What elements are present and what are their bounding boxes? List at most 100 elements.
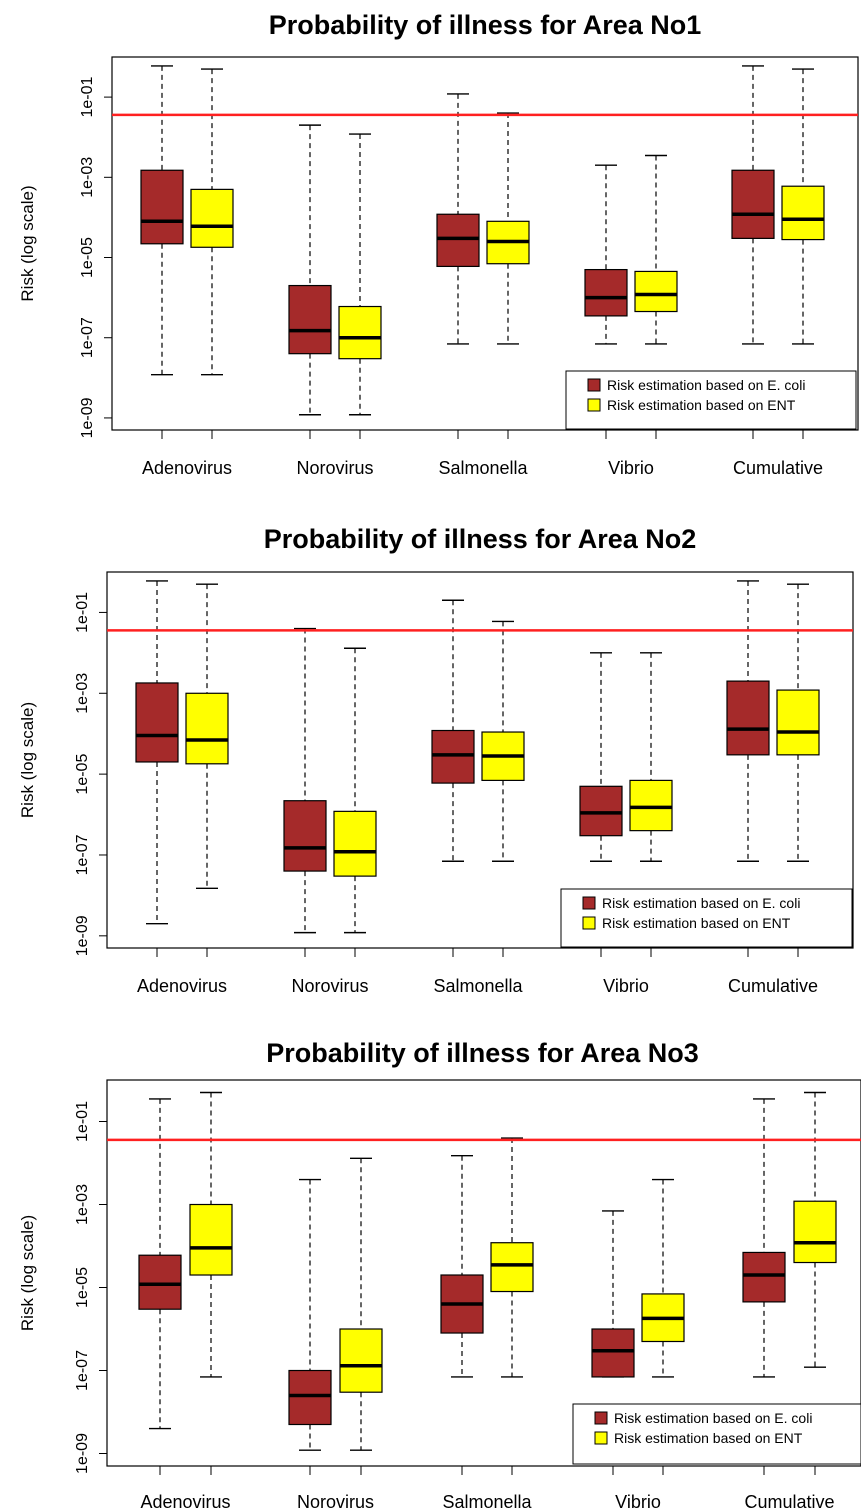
legend-frame [572,1403,861,1465]
box-adenovirus-ent [190,68,234,376]
box-adenovirus-ent [189,1091,233,1378]
iqr-box [333,810,377,877]
iqr-box [490,1242,534,1293]
iqr-box [584,268,628,317]
iqr-box [339,1328,383,1393]
iqr-box [138,1254,182,1310]
x-tick-label: Cumulative [733,458,823,478]
iqr-box [629,779,673,832]
box-norovirus-ecoli [283,627,327,934]
iqr-box [288,1369,332,1426]
iqr-box [431,729,475,784]
y-tick-label: 1e-07 [74,1350,91,1391]
box-vibrio-ent [629,652,673,862]
iqr-box [742,1251,786,1303]
legend-swatch [582,916,596,930]
chart-title: Probability of illness for Area No2 [264,524,697,554]
x-tick-label: Adenovirus [137,976,227,996]
y-tick-label: 1e-05 [79,237,96,278]
box-vibrio-ent [641,1178,685,1378]
y-tick-label: 1e-07 [74,834,91,875]
iqr-box [781,185,825,241]
iqr-box [185,692,229,765]
box-vibrio-ecoli [579,652,623,862]
legend-swatch [594,1411,608,1425]
box-cumulative-ent [776,583,820,862]
box-norovirus-ent [333,647,377,934]
box-cumulative-ecoli [726,580,770,862]
iqr-box [338,305,382,360]
plot-frame [111,56,859,431]
plot-frame [106,571,854,949]
legend: Risk estimation based on E. coli Risk est… [572,1403,861,1465]
box-adenovirus-ecoli [135,580,179,925]
iqr-box [726,680,770,756]
box-cumulative-ecoli [731,65,775,345]
x-tick-label: Cumulative [728,976,818,996]
chart-title: Probability of illness for Area No3 [266,1038,699,1068]
x-tick-label: Norovirus [291,976,368,996]
x-tick-label: Vibrio [615,1492,661,1510]
box-adenovirus-ecoli [140,65,184,376]
y-tick-label: 1e-05 [74,754,91,795]
iqr-box [135,682,179,763]
iqr-box [288,284,332,355]
y-tick-label: 1e-09 [74,915,91,956]
legend-frame [565,370,857,430]
iqr-box [190,188,234,248]
box-cumulative-ent [793,1091,837,1368]
legend-swatch [587,398,601,412]
box-salmonella-ent [490,1137,534,1378]
box-adenovirus-ecoli [138,1098,182,1430]
x-tick-label: Vibrio [608,458,654,478]
box-vibrio-ecoli [591,1210,635,1378]
legend-swatch [582,896,596,910]
box-salmonella-ecoli [436,93,480,345]
x-tick-label: Adenovirus [142,458,232,478]
y-tick-label: 1e-01 [74,1101,91,1142]
chart-panel-3: Probability of illness for Area No3 Risk … [18,1038,861,1510]
y-tick-label: 1e-09 [74,1433,91,1474]
legend-entry: Risk estimation based on ENT [602,915,791,931]
x-tick-label: Adenovirus [140,1492,230,1510]
x-tick-label: Salmonella [442,1492,532,1510]
y-tick-label: 1e-03 [79,157,96,198]
box-vibrio-ecoli [584,164,628,345]
y-tick-label: 1e-01 [79,77,96,118]
legend-entry: Risk estimation based on ENT [607,397,796,413]
iqr-box [436,213,480,268]
iqr-box [283,800,327,872]
iqr-box [634,270,678,313]
y-tick-label: 1e-03 [74,673,91,714]
legend-swatch [587,378,601,392]
y-tick-label: 1e-07 [79,317,96,358]
iqr-box [189,1203,233,1276]
iqr-box [140,169,184,245]
box-norovirus-ent [339,1157,383,1451]
box-cumulative-ent [781,68,825,345]
box-salmonella-ecoli [440,1154,484,1378]
y-tick-label: 1e-03 [74,1184,91,1225]
legend: Risk estimation based on E. coli Risk est… [565,370,857,430]
y-axis-label: Risk (log scale) [18,702,37,818]
x-tick-label: Cumulative [744,1492,834,1510]
iqr-box [776,689,820,756]
y-tick-label: 1e-09 [79,397,96,438]
legend-entry: Risk estimation based on E. coli [607,377,805,393]
legend-frame [560,888,853,948]
y-tick-label: 1e-05 [74,1267,91,1308]
chart-title: Probability of illness for Area No1 [269,10,702,40]
box-adenovirus-ent [185,583,229,889]
box-norovirus-ecoli [288,124,332,416]
y-axis-label: Risk (log scale) [18,1215,37,1331]
legend: Risk estimation based on E. coli Risk est… [560,888,853,948]
box-norovirus-ecoli [288,1178,332,1451]
box-norovirus-ent [338,133,382,416]
box-salmonella-ent [481,620,525,862]
x-tick-label: Vibrio [603,976,649,996]
box-cumulative-ecoli [742,1098,786,1378]
chart-panel-1: Probability of illness for Area No1 Risk … [18,10,859,478]
legend-entry: Risk estimation based on E. coli [614,1410,812,1426]
legend-swatch [594,1431,608,1445]
